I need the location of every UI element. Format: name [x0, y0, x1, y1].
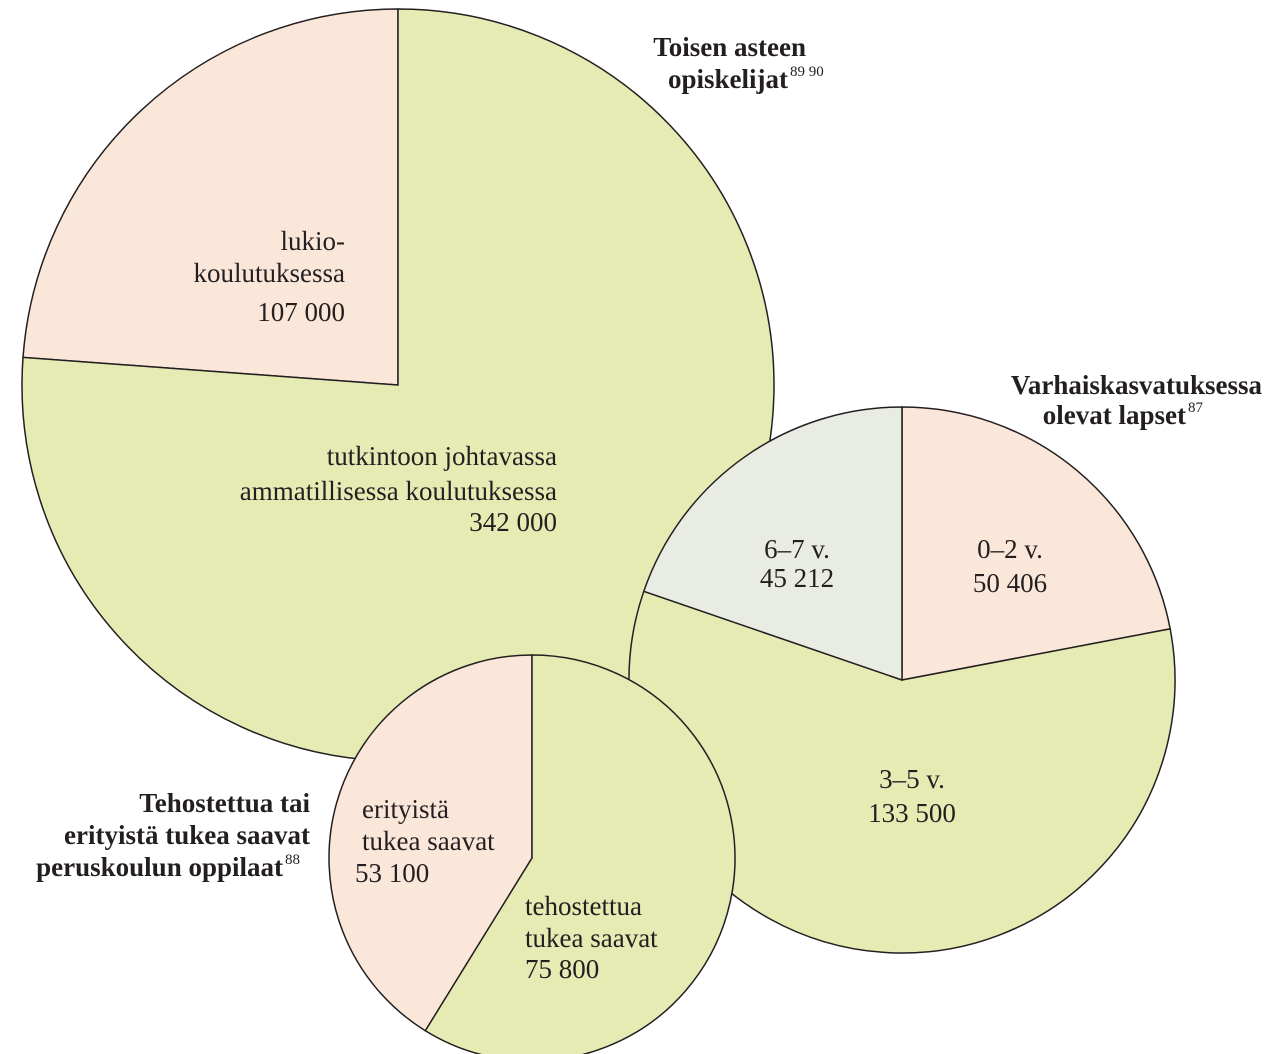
slice-label-line: tehostettua	[525, 891, 642, 921]
slice-label-line: tukea saavat	[362, 826, 495, 856]
pie-slice	[424, 654, 736, 1054]
chart-title: Tehostettua tai erityistä tukea saavat per…	[36, 788, 310, 882]
footnote: 87	[1188, 400, 1204, 416]
chart-title-line: peruskoulun oppilaat	[36, 852, 283, 882]
slice-label: tehostettua tukea saavat	[525, 891, 658, 953]
pie-slice	[22, 8, 399, 386]
value-label: 75 800	[525, 954, 599, 984]
chart-title: Toisen asteen opiskelijat	[653, 32, 806, 94]
footnote: 88	[285, 852, 300, 868]
slice-label: tutkintoon johtavassa ammatillisessa koul…	[240, 441, 557, 506]
slice-label: erityistä tukea saavat	[362, 794, 495, 856]
value-label: 107 000	[257, 297, 345, 327]
chart-title-line: Varhaiskasvatuksessa	[1011, 370, 1263, 400]
value-label: 133 500	[868, 798, 956, 828]
chart-title-line: erityistä tukea saavat	[64, 820, 310, 850]
slice-label-line: lukio-	[281, 226, 346, 256]
pie-slice	[901, 406, 1172, 681]
footnote: 89 90	[790, 64, 824, 80]
chart-title-line: olevat lapset	[1043, 400, 1186, 430]
slice-label: 0–2 v.	[977, 534, 1043, 564]
value-label: 342 000	[469, 507, 557, 537]
chart-title: Varhaiskasvatuksessa olevat lapset	[1011, 370, 1263, 430]
value-label: 53 100	[355, 858, 429, 888]
chart-title-line: opiskelijat	[668, 64, 788, 94]
chart-title-line: Tehostettua tai	[139, 788, 310, 818]
slice-label: lukio-koulutuksessa	[194, 226, 346, 288]
slice-label-line: tutkintoon johtavassa	[327, 441, 557, 471]
value-label: 50 406	[973, 568, 1047, 598]
pie-slice	[328, 654, 533, 1032]
slice-label: 3–5 v.	[879, 764, 945, 794]
slice-label-line: 6–7 v.	[764, 534, 830, 564]
slice-label-line: 0–2 v.	[977, 534, 1043, 564]
slice-label: 6–7 v.	[764, 534, 830, 564]
slice-label-line: erityistä	[362, 794, 449, 824]
slice-label-line: 3–5 v.	[879, 764, 945, 794]
slice-label-line: tukea saavat	[525, 923, 658, 953]
pie-slice	[642, 406, 903, 682]
slice-label-line: koulutuksessa	[194, 258, 346, 288]
chart-title-line: Toisen asteen	[653, 32, 806, 62]
slice-label-line: ammatillisessa koulutuksessa	[240, 476, 557, 506]
value-label: 45 212	[760, 563, 834, 593]
